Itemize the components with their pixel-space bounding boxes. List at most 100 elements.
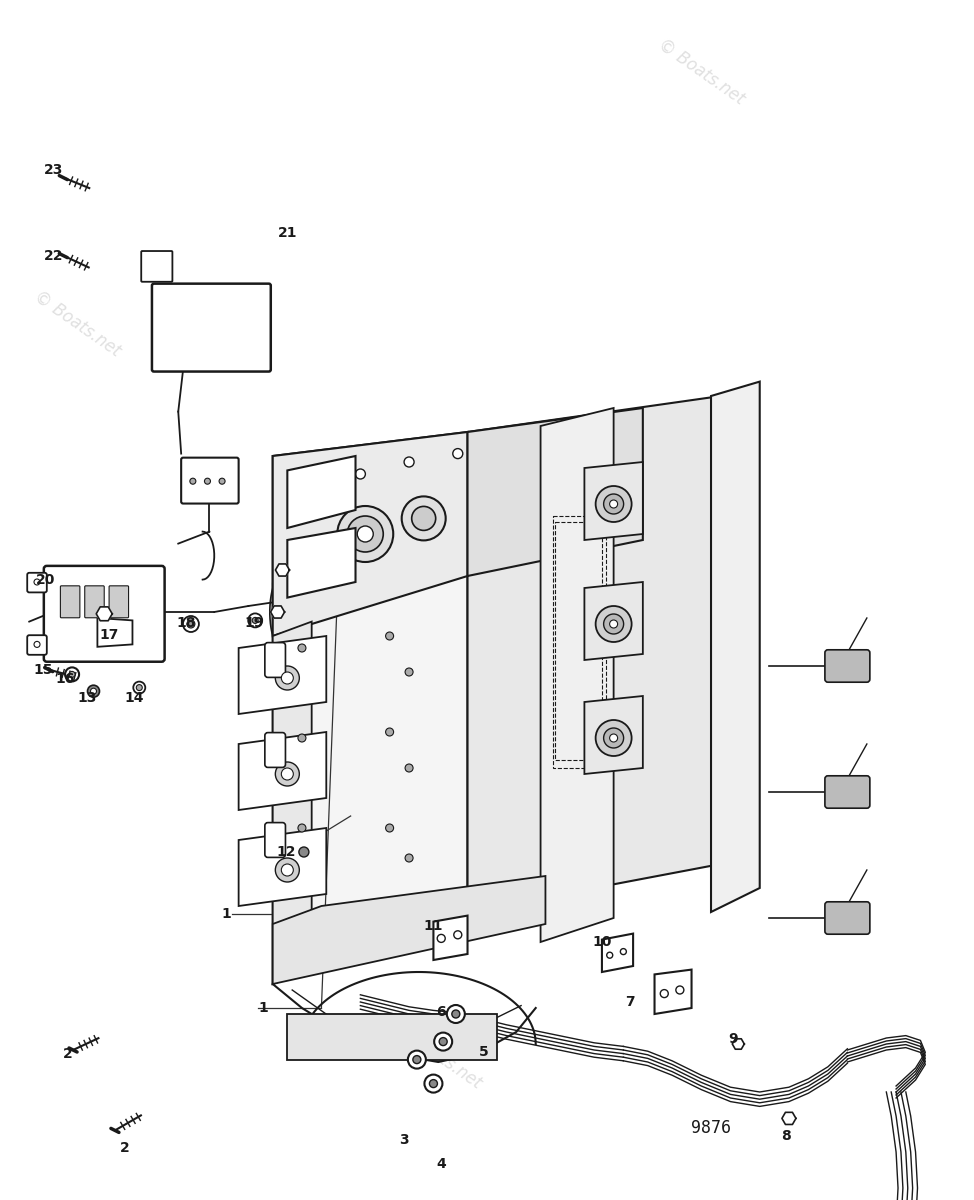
Circle shape	[298, 734, 306, 742]
Circle shape	[88, 685, 99, 697]
Text: 5: 5	[479, 1045, 489, 1060]
Circle shape	[447, 1006, 465, 1022]
Text: 18: 18	[176, 616, 196, 630]
Text: 17: 17	[99, 628, 119, 642]
Circle shape	[276, 666, 299, 690]
FancyBboxPatch shape	[265, 643, 285, 677]
Circle shape	[596, 606, 631, 642]
Circle shape	[205, 478, 210, 484]
FancyBboxPatch shape	[85, 586, 104, 618]
Circle shape	[412, 506, 435, 530]
Circle shape	[356, 469, 365, 479]
Circle shape	[69, 672, 75, 677]
Circle shape	[133, 682, 145, 694]
Circle shape	[34, 578, 40, 584]
Circle shape	[660, 990, 668, 997]
Circle shape	[405, 854, 413, 862]
Polygon shape	[433, 916, 468, 960]
Circle shape	[434, 1032, 452, 1051]
FancyBboxPatch shape	[265, 822, 285, 857]
Circle shape	[408, 1051, 426, 1068]
Circle shape	[219, 478, 225, 484]
Circle shape	[405, 764, 413, 772]
FancyBboxPatch shape	[152, 283, 271, 372]
Text: 3: 3	[399, 1133, 409, 1147]
Circle shape	[604, 728, 623, 748]
Circle shape	[281, 864, 293, 876]
Circle shape	[91, 688, 96, 694]
Circle shape	[65, 667, 79, 682]
Text: 1: 1	[258, 1001, 268, 1015]
FancyBboxPatch shape	[109, 586, 129, 618]
Circle shape	[248, 613, 262, 628]
Circle shape	[299, 847, 309, 857]
Polygon shape	[287, 456, 356, 528]
Polygon shape	[732, 1039, 744, 1049]
Polygon shape	[782, 1112, 796, 1124]
Circle shape	[298, 824, 306, 832]
Text: 9: 9	[729, 1032, 738, 1046]
Polygon shape	[271, 606, 284, 618]
Text: © Boats.net: © Boats.net	[655, 36, 748, 108]
Text: 23: 23	[44, 163, 63, 178]
Polygon shape	[711, 382, 760, 912]
Circle shape	[337, 506, 393, 562]
Text: 2: 2	[63, 1046, 73, 1061]
Polygon shape	[468, 396, 721, 912]
Circle shape	[454, 931, 462, 938]
FancyBboxPatch shape	[27, 572, 47, 593]
Circle shape	[276, 858, 299, 882]
Text: 12: 12	[277, 845, 296, 859]
Text: 6: 6	[436, 1004, 446, 1019]
Circle shape	[596, 720, 631, 756]
Text: © Boats.net: © Boats.net	[392, 1020, 485, 1092]
Circle shape	[183, 616, 199, 632]
Text: 9876: 9876	[691, 1118, 731, 1138]
Circle shape	[386, 728, 393, 736]
Circle shape	[405, 668, 413, 676]
FancyBboxPatch shape	[141, 251, 172, 282]
Circle shape	[34, 641, 40, 647]
Circle shape	[190, 478, 196, 484]
Polygon shape	[287, 528, 356, 598]
FancyBboxPatch shape	[825, 902, 870, 934]
FancyBboxPatch shape	[825, 650, 870, 682]
Circle shape	[386, 824, 393, 832]
Polygon shape	[655, 970, 692, 1014]
Circle shape	[452, 1010, 460, 1018]
Polygon shape	[541, 408, 614, 942]
Text: 4: 4	[436, 1157, 446, 1171]
Bar	[555, 522, 606, 760]
Circle shape	[187, 620, 195, 628]
Polygon shape	[602, 934, 633, 972]
Circle shape	[281, 768, 293, 780]
Circle shape	[404, 457, 414, 467]
Circle shape	[607, 953, 613, 958]
Polygon shape	[239, 828, 326, 906]
Polygon shape	[273, 432, 468, 984]
Circle shape	[281, 672, 293, 684]
Polygon shape	[468, 408, 643, 576]
Text: 21: 21	[278, 226, 297, 240]
Text: © Boats.net: © Boats.net	[31, 288, 125, 360]
FancyBboxPatch shape	[181, 457, 239, 504]
Circle shape	[620, 948, 626, 955]
Text: 15: 15	[33, 662, 53, 677]
Circle shape	[252, 617, 258, 624]
Circle shape	[430, 1080, 437, 1087]
Polygon shape	[584, 696, 643, 774]
Circle shape	[596, 486, 631, 522]
Text: 22: 22	[44, 248, 63, 263]
Circle shape	[276, 762, 299, 786]
Circle shape	[439, 1038, 447, 1045]
Circle shape	[610, 500, 618, 508]
Text: 19: 19	[244, 616, 264, 630]
Polygon shape	[584, 582, 643, 660]
Text: 13: 13	[77, 691, 96, 706]
Polygon shape	[273, 622, 312, 984]
Circle shape	[357, 526, 373, 542]
Circle shape	[610, 620, 618, 628]
FancyBboxPatch shape	[27, 635, 47, 655]
Circle shape	[610, 734, 618, 742]
Circle shape	[604, 494, 623, 514]
